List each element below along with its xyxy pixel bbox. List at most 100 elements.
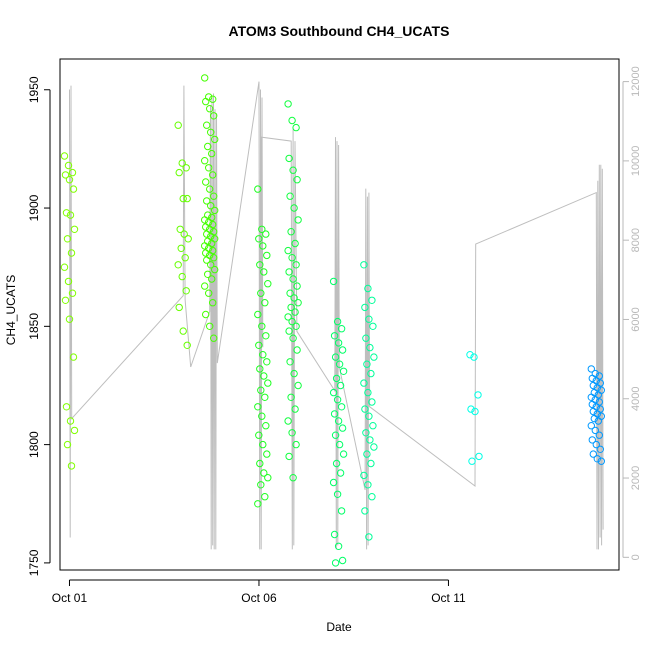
data-point	[369, 422, 377, 430]
data-point	[67, 249, 76, 257]
data-point	[206, 322, 214, 330]
data-point	[262, 332, 270, 340]
data-point	[475, 452, 483, 461]
data-point	[287, 303, 295, 312]
data-point	[256, 365, 264, 373]
data-point	[70, 426, 79, 435]
data-point	[595, 431, 603, 439]
data-point	[209, 95, 217, 103]
data-point	[62, 209, 71, 217]
data-point	[207, 128, 215, 137]
data-point	[338, 556, 347, 565]
data-point	[263, 358, 271, 366]
data-point	[367, 369, 375, 378]
data-point	[284, 100, 292, 108]
data-point	[368, 493, 376, 501]
data-point	[592, 440, 600, 449]
data-point	[205, 289, 213, 297]
data-point	[360, 471, 368, 480]
data-point	[292, 440, 300, 449]
data-point	[69, 185, 78, 193]
data-point	[254, 310, 262, 319]
data-point	[259, 351, 267, 359]
data-point	[257, 289, 265, 297]
data-point	[589, 407, 597, 416]
data-point	[294, 299, 302, 307]
data-point	[332, 459, 341, 468]
data-point	[209, 171, 217, 179]
data-point	[259, 440, 267, 449]
data-point	[290, 204, 298, 212]
y2-tick-label: 6000	[630, 307, 642, 331]
data-point	[262, 230, 270, 238]
data-point	[263, 450, 271, 458]
data-point	[177, 244, 185, 253]
data-point	[202, 97, 210, 106]
data-point	[260, 469, 268, 477]
data-point	[329, 388, 338, 397]
data-point	[368, 398, 376, 406]
data-point	[361, 303, 369, 312]
data-point	[211, 135, 219, 144]
data-point	[60, 152, 69, 160]
data-point	[360, 261, 368, 269]
data-point	[339, 367, 348, 375]
data-point	[331, 559, 340, 567]
data-point	[179, 327, 187, 335]
data-point	[366, 436, 374, 444]
y-tick-label: 1950	[27, 76, 41, 103]
data-point	[68, 289, 77, 297]
data-point	[593, 455, 601, 463]
data-point	[338, 424, 347, 432]
data-point	[287, 393, 295, 401]
data-point	[62, 403, 71, 411]
data-point	[289, 275, 297, 283]
data-point	[264, 379, 272, 387]
data-point	[61, 296, 70, 304]
data-point	[366, 343, 374, 352]
data-point	[291, 405, 299, 413]
data-point	[261, 393, 269, 401]
data-point	[60, 263, 69, 271]
data-point	[367, 459, 375, 468]
data-point	[360, 379, 368, 387]
data-point	[362, 429, 370, 437]
data-point	[591, 426, 599, 435]
data-point	[365, 533, 373, 541]
data-point	[183, 341, 191, 349]
data-point	[288, 429, 296, 437]
data-point	[210, 254, 218, 262]
data-point	[262, 422, 270, 430]
data-point	[254, 185, 262, 193]
data-point	[337, 403, 346, 411]
data-point	[61, 171, 70, 179]
data-point	[292, 123, 300, 132]
data-point	[254, 500, 262, 508]
data-point	[589, 381, 597, 390]
data-point	[587, 422, 595, 430]
data-point	[63, 440, 72, 449]
data-point	[330, 332, 339, 340]
data-point	[206, 105, 214, 113]
data-point	[257, 386, 265, 394]
data-point	[179, 194, 187, 203]
data-point	[291, 308, 299, 316]
data-point	[470, 353, 478, 361]
y-tick-label: 1900	[27, 194, 41, 221]
data-point	[370, 443, 378, 451]
data-point	[208, 275, 216, 283]
data-point	[289, 334, 297, 342]
data-point	[182, 287, 190, 295]
data-point	[337, 507, 346, 515]
data-point	[363, 360, 371, 368]
data-point	[471, 407, 479, 416]
data-point	[588, 400, 596, 409]
data-point	[207, 261, 215, 269]
chart-title: ATOM3 Southbound CH4_UCATS	[229, 23, 450, 39]
data-point	[203, 230, 211, 238]
data-point	[257, 481, 265, 489]
data-point	[66, 211, 75, 219]
data-point	[70, 225, 79, 234]
data-point	[293, 346, 301, 354]
